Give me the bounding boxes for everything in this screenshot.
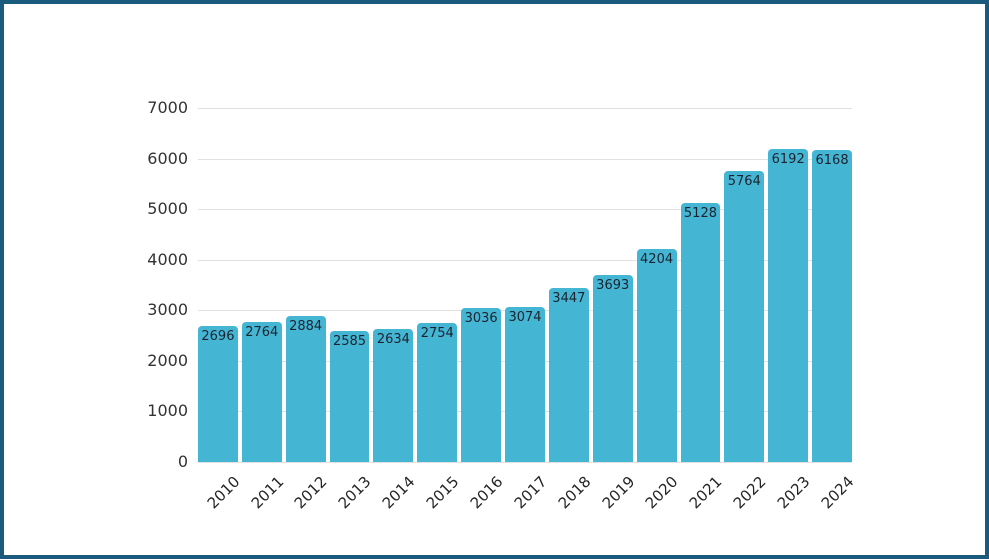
gridline-7000 [198,108,852,109]
x-tick-label-2024: 2024 [817,472,858,513]
x-tick-label-2012: 2012 [291,472,331,513]
bar-2021: 5128 [680,202,721,462]
bar-value-label: 2764 [245,325,279,341]
x-tick-label-2013: 2013 [335,472,375,513]
gridline-5000 [198,209,852,211]
bar-2018: 3447 [548,287,589,462]
bar-2014: 2634 [373,328,414,462]
bar-value-label: 2884 [289,319,323,335]
bar-value-label: 3447 [552,290,586,306]
bar-value-label: 2634 [376,331,410,347]
y-tick-label: 0 [177,452,188,471]
x-tick-label-2015: 2015 [422,472,463,513]
bar-value-label: 6192 [771,151,805,167]
bar-value-label: 6168 [815,153,849,169]
bar-value-label: 2696 [201,328,235,344]
bar-2013: 2585 [329,331,370,462]
bar-2024: 6168 [812,150,852,462]
x-tick-label-2022: 2022 [729,472,770,513]
x-tick-label-2020: 2020 [642,472,682,513]
bar-2022: 5764 [724,170,765,462]
gridline-6000 [198,158,852,160]
x-tick-label-2016: 2016 [466,472,507,513]
bar-2011: 2764 [241,322,282,462]
bar-value-label: 3074 [508,309,542,325]
x-tick-label-2021: 2021 [686,472,726,513]
x-tick-label-2023: 2023 [773,472,814,513]
y-tick-label: 5000 [147,199,188,219]
bar-2012: 2884 [285,316,326,462]
x-tick-label-2010: 2010 [203,472,244,513]
bar-value-label: 2585 [332,334,367,350]
bar-2023: 6192 [768,148,809,462]
y-tick-label: 1000 [147,401,188,421]
y-tick-label: 6000 [147,148,188,168]
x-tick-label-2019: 2019 [598,472,639,513]
gridline-0 [198,462,852,463]
bar-value-label: 2754 [420,325,454,341]
bar-2010: 2696 [198,325,238,462]
bar-value-label: 5128 [683,205,717,221]
gridline-4000 [198,259,852,261]
bar-2020: 4204 [636,249,677,462]
bar-2015: 2754 [417,322,458,462]
x-tick-label-2018: 2018 [554,472,595,513]
bar-2019: 3693 [592,275,633,462]
x-tick-label-2011: 2011 [247,472,288,513]
bar-value-label: 5764 [727,173,761,189]
bar-value-label: 4204 [640,252,674,268]
y-tick-label: 2000 [147,350,188,370]
y-tick-label: 4000 [147,249,188,269]
bar-2017: 3074 [505,306,545,462]
y-tick-label: 3000 [147,300,188,320]
y-tick-label: 7000 [147,98,188,117]
bar-2016: 3036 [461,308,502,462]
x-tick-label-2014: 2014 [378,472,419,513]
bar-value-label: 3693 [596,278,630,294]
bar-value-label: 3036 [464,311,498,327]
x-tick-label-2017: 2017 [510,472,551,513]
bar-chart-plot-area: 0 1000 2000 3000 4000 5000 6000 7000 2696 2764 28… [147,100,857,513]
